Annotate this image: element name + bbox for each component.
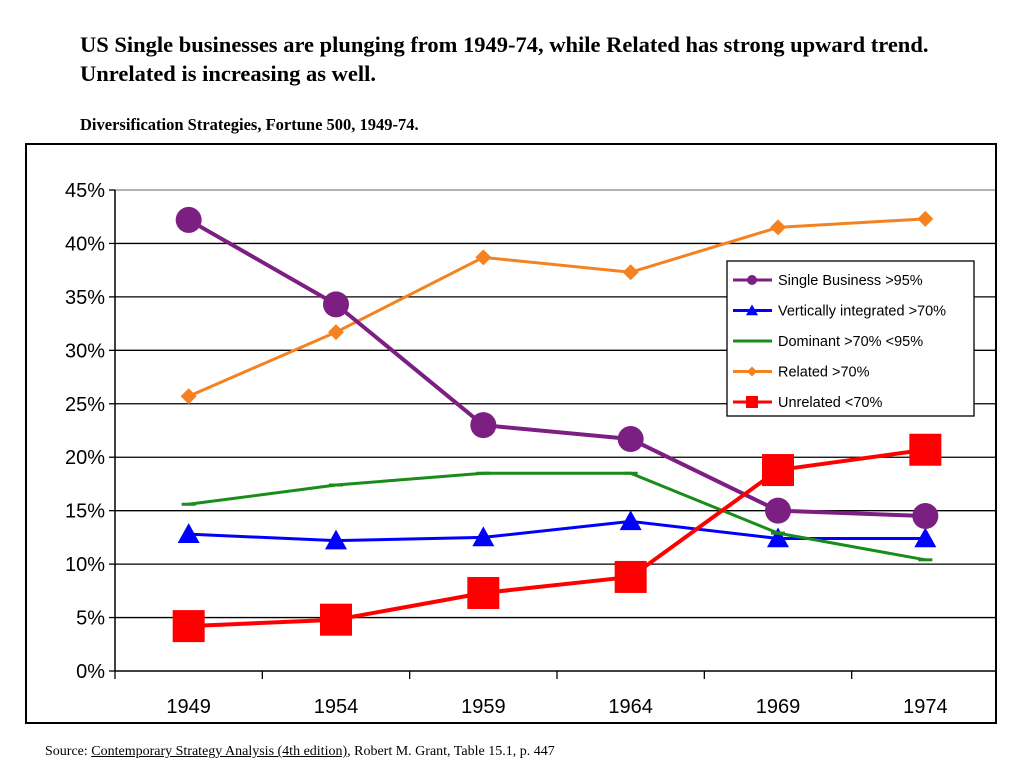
data-point (914, 527, 937, 548)
series-dominant (181, 471, 933, 562)
legend-swatch-marker (747, 275, 757, 285)
data-point (467, 576, 500, 609)
series-line (188, 471, 926, 562)
source-book-link[interactable]: Contemporary Strategy Analysis (4th edit… (91, 744, 348, 759)
x-tick-label: 1954 (314, 696, 359, 718)
data-point (329, 483, 343, 487)
data-point (177, 523, 200, 543)
x-tick-label: 1959 (461, 696, 506, 718)
y-axis: 0% 5% 10% 15% 20% 25% 30% 35% 40% 45% (65, 180, 116, 683)
data-point (320, 603, 352, 636)
source-note: Source: Contemporary Strategy Analysis (… (45, 744, 555, 760)
legend-label: Vertically integrated >70% (778, 304, 946, 320)
legend-label: Related >70% (778, 365, 870, 381)
data-point (765, 497, 791, 524)
line-chart: 0% 5% 10% 15% 20% 25% 30% 35% 40% 45% 1949 1954 1959… (65, 180, 995, 718)
x-tick-label: 1969 (756, 696, 801, 718)
legend-item: Related >70% (733, 365, 870, 381)
y-tick-label: 15% (65, 501, 105, 523)
data-point (909, 433, 942, 466)
series-unrelated (172, 433, 942, 643)
y-tick-label: 30% (65, 340, 105, 362)
legend-label: Unrelated <70% (778, 395, 882, 411)
series-line (188, 519, 926, 543)
data-point (623, 471, 638, 475)
data-point (325, 529, 347, 550)
data-point (180, 388, 197, 405)
data-point (770, 219, 786, 236)
legend-label: Single Business >95% (778, 273, 923, 289)
data-point (617, 426, 644, 453)
y-tick-label: 45% (65, 180, 105, 202)
legend-item: Dominant >70% <95% (733, 334, 923, 350)
data-point (762, 454, 794, 487)
data-point (323, 291, 349, 318)
y-tick-label: 10% (65, 554, 105, 576)
legend-swatch-marker (746, 304, 758, 316)
data-point (328, 324, 344, 341)
data-point (771, 531, 785, 535)
x-tick-label: 1974 (903, 696, 948, 718)
x-axis: 1949 1954 1959 1964 1969 1974 (114, 670, 995, 718)
headline: US Single businesses are plunging from 1… (80, 32, 929, 86)
source-suffix: , Robert M. Grant, Table 15.1, p. 447 (347, 744, 555, 759)
legend: Single Business >95% Vertically integrate… (726, 260, 975, 417)
y-tick-label: 25% (65, 394, 105, 416)
series-vertically (177, 510, 937, 550)
data-point (175, 206, 202, 233)
series-related (180, 210, 934, 405)
legend-item: Single Business >95% (733, 273, 923, 289)
data-point (622, 264, 639, 281)
legend-item: Vertically integrated >70% (733, 304, 946, 320)
data-point (476, 471, 491, 475)
y-tick-label: 20% (65, 447, 105, 469)
y-tick-label: 35% (65, 287, 105, 309)
legend-swatch-marker (748, 339, 756, 343)
data-point (470, 412, 497, 439)
data-point (917, 210, 934, 227)
source-prefix: Source: (45, 744, 92, 759)
series-line (188, 447, 926, 629)
y-tick-label: 5% (76, 608, 105, 630)
data-point (767, 527, 789, 548)
data-point (614, 560, 647, 593)
data-point (912, 503, 939, 530)
chart-frame: 0% 5% 10% 15% 20% 25% 30% 35% 40% 45% 1949 1954 1959… (25, 143, 997, 724)
data-point (918, 558, 933, 562)
legend-box (726, 260, 975, 417)
legend-swatch-marker (746, 396, 758, 408)
data-point (181, 502, 196, 506)
data-point (475, 249, 492, 266)
series-line (187, 218, 926, 519)
legend-item: Unrelated <70% (733, 395, 882, 411)
data-point (172, 610, 205, 643)
series-single (175, 206, 939, 530)
y-tick-label: 40% (65, 233, 105, 255)
legend-swatch-marker (747, 366, 757, 377)
series-line (188, 217, 926, 398)
gridlines (115, 189, 995, 619)
data-point (619, 510, 642, 531)
legend-label: Dominant >70% <95% (778, 334, 923, 350)
data-point (472, 526, 495, 547)
chart-subtitle: Diversification Strategies, Fortune 500,… (80, 115, 419, 134)
y-tick-label: 0% (76, 661, 105, 683)
x-tick-label: 1964 (608, 696, 653, 718)
x-tick-label: 1949 (166, 696, 211, 718)
